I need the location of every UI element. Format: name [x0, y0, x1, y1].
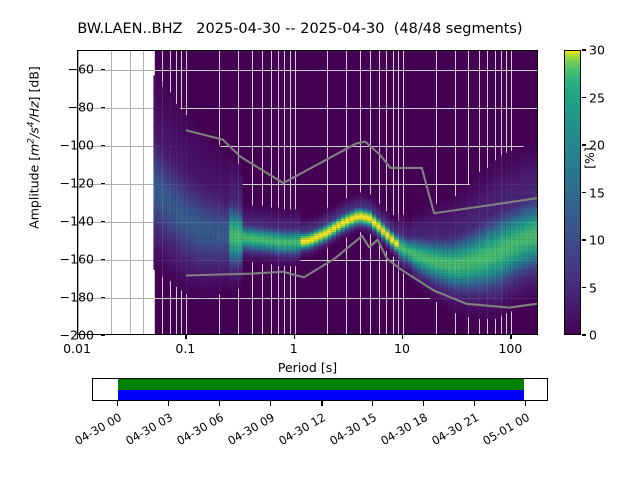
- timeline-tick-label: 05-01 00: [480, 410, 533, 448]
- grid-line-vertical: [270, 51, 272, 334]
- grid-line-vertical: [386, 51, 388, 334]
- psd-segments-bar: [117, 389, 525, 400]
- grid-line-vertical: [403, 51, 404, 334]
- colorbar-tick-label: 30: [589, 42, 605, 58]
- y-axis-label-prefix: Amplitude [: [26, 155, 42, 229]
- ppsd-plot-inner: [78, 51, 537, 334]
- colorbar-tick: [582, 191, 586, 194]
- grid-line-vertical: [370, 51, 372, 334]
- grid-line-vertical: [110, 51, 112, 334]
- noise-model-curve-nhnm: [185, 129, 537, 215]
- colorbar-tick: [582, 286, 586, 289]
- timeline-tick-label: 04-30 15: [327, 410, 379, 448]
- colorbar-tick-label: 5: [589, 280, 597, 295]
- timeline-tick: [219, 401, 221, 406]
- grid-line-horizontal: [153, 260, 537, 261]
- timeline-tick-label: 04-30 21: [429, 410, 482, 448]
- y-axis-label: Amplitude [m2/s4/Hz] [dB]: [26, 18, 42, 278]
- y-axis-tick-label: −60: [67, 61, 94, 77]
- x-axis-tick: [185, 335, 187, 339]
- grid-line-vertical: [284, 51, 286, 334]
- colorbar-label: [%]: [582, 147, 597, 169]
- colorbar-tick-label: 15: [589, 185, 605, 200]
- timeline-tick: [321, 401, 323, 406]
- timeline-tick-label: 04-30 06: [174, 410, 227, 448]
- y-axis-label-math: m2/s4/Hz: [26, 101, 42, 156]
- noise-model-curve-nlnm: [185, 234, 537, 309]
- y-axis-tick-label: −200: [60, 328, 94, 343]
- ppsd-plot-area[interactable]: [77, 50, 538, 335]
- grid-line-horizontal: [153, 70, 537, 71]
- data-coverage-bar: [117, 379, 525, 390]
- y-axis-tick-label: −180: [59, 289, 94, 305]
- x-axis-label: Period [s]: [277, 360, 338, 375]
- colorbar-tick: [582, 96, 586, 99]
- y-axis-tick-label: −140: [59, 213, 94, 229]
- colorbar: [564, 50, 581, 335]
- grid-line-vertical: [454, 51, 456, 334]
- y-axis-tick-label: −120: [59, 175, 94, 191]
- x-axis-tick-label: 0.01: [63, 341, 91, 356]
- timeline-tick-label: 04-30 09: [225, 410, 278, 448]
- timeline-tick-label: 04-30 18: [378, 410, 431, 448]
- grid-line-vertical: [294, 51, 296, 334]
- grid-line-vertical: [398, 51, 400, 334]
- colorbar-tick-label: 25: [589, 90, 605, 105]
- grid-line-vertical: [289, 51, 291, 334]
- ppsd-curves-overlay: [153, 75, 537, 319]
- y-axis-tick-label: −100: [59, 137, 94, 153]
- grid-line-horizontal: [153, 146, 537, 147]
- colorbar-tick: [582, 49, 586, 51]
- colorbar-tick-label: 0: [589, 327, 597, 343]
- x-axis-tick: [402, 335, 404, 339]
- timeline-tick-label: 04-30 03: [123, 410, 176, 448]
- timeline-tick: [474, 401, 476, 406]
- grid-line-vertical: [262, 51, 264, 334]
- grid-line-vertical: [129, 51, 131, 334]
- y-axis-tick-label: −80: [67, 99, 94, 115]
- grid-line-horizontal: [153, 298, 537, 299]
- x-axis-tick-label: 100: [498, 341, 523, 356]
- grid-line-vertical: [392, 51, 394, 334]
- y-axis-tick-label: −160: [59, 251, 94, 267]
- timeline-tick-label: 04-30 12: [276, 410, 329, 448]
- y-axis-label-suffix: ] [dB]: [26, 66, 42, 102]
- grid-line-vertical: [78, 51, 79, 334]
- x-axis-tick-label: 0.1: [175, 341, 196, 356]
- colorbar-tick: [582, 334, 586, 336]
- x-axis-tick-label: 1: [289, 341, 298, 356]
- ppsd-density-cells: [153, 75, 537, 319]
- grid-line-vertical: [435, 51, 437, 334]
- grid-line-vertical: [327, 51, 329, 334]
- grid-line-vertical: [143, 51, 145, 334]
- x-axis-tick: [77, 335, 79, 339]
- timeline-tick: [168, 401, 170, 406]
- page-title: BW.LAEN..BHZ 2025-04-30 -- 2025-04-30 (4…: [77, 21, 523, 37]
- colorbar-tick: [582, 239, 586, 241]
- grid-line-vertical: [346, 51, 348, 334]
- timeline-tick: [117, 401, 119, 406]
- colorbar-tick: [582, 144, 586, 146]
- grid-line-horizontal: [153, 108, 537, 109]
- timeline-tick: [371, 401, 374, 406]
- grid-line-vertical: [251, 51, 253, 334]
- timeline-tick: [525, 401, 527, 406]
- timeline-box[interactable]: [92, 378, 548, 401]
- timeline-bars: [93, 379, 547, 400]
- colorbar-tick-label: 20: [589, 137, 605, 153]
- grid-line-horizontal: [153, 184, 537, 185]
- grid-line-vertical: [277, 51, 279, 334]
- grid-line-vertical: [378, 51, 380, 334]
- x-axis-tick-label: 10: [394, 341, 410, 356]
- timeline-tick: [423, 401, 425, 406]
- timeline-tick-label: 04-30 00: [72, 410, 125, 448]
- colorbar-tick-label: 10: [589, 232, 605, 248]
- timeline-tick: [270, 401, 272, 406]
- x-axis-tick: [293, 335, 295, 339]
- x-axis-tick: [510, 335, 512, 339]
